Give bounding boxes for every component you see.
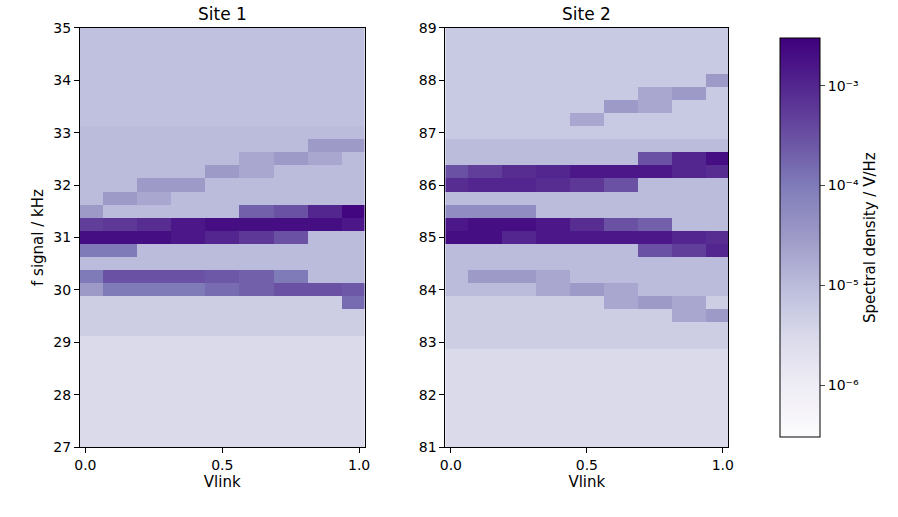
- svg-text:0.5: 0.5: [576, 457, 598, 473]
- svg-text:32: 32: [53, 177, 71, 193]
- svg-text:f signal / kHz: f signal / kHz: [29, 189, 47, 286]
- svg-text:83: 83: [419, 334, 437, 350]
- svg-text:81: 81: [419, 439, 437, 455]
- svg-text:Site 1: Site 1: [198, 4, 247, 24]
- svg-text:87: 87: [419, 125, 437, 141]
- svg-text:86: 86: [419, 177, 437, 193]
- svg-text:33: 33: [53, 125, 71, 141]
- svg-text:10⁻³: 10⁻³: [828, 78, 859, 94]
- svg-text:1.0: 1.0: [348, 457, 370, 473]
- svg-text:30: 30: [53, 282, 71, 298]
- svg-text:1.0: 1.0: [712, 457, 734, 473]
- svg-text:35: 35: [53, 20, 71, 36]
- svg-text:28: 28: [53, 387, 71, 403]
- svg-text:Vlink: Vlink: [204, 473, 241, 491]
- svg-text:85: 85: [419, 229, 437, 245]
- svg-text:82: 82: [419, 387, 437, 403]
- svg-text:0.0: 0.0: [74, 457, 96, 473]
- svg-text:10⁻⁶: 10⁻⁶: [828, 377, 859, 393]
- svg-text:Vlink: Vlink: [568, 473, 605, 491]
- svg-text:Spectral density / V/Hz: Spectral density / V/Hz: [861, 152, 879, 323]
- svg-text:29: 29: [53, 334, 71, 350]
- svg-text:27: 27: [53, 439, 71, 455]
- svg-text:34: 34: [53, 72, 71, 88]
- svg-text:0.5: 0.5: [211, 457, 233, 473]
- svg-text:88: 88: [419, 72, 437, 88]
- svg-text:0.0: 0.0: [440, 457, 462, 473]
- svg-text:10⁻⁵: 10⁻⁵: [828, 277, 859, 293]
- svg-text:31: 31: [53, 229, 71, 245]
- svg-text:84: 84: [419, 282, 437, 298]
- svg-text:89: 89: [419, 20, 437, 36]
- svg-text:Site 2: Site 2: [562, 4, 611, 24]
- svg-text:10⁻⁴: 10⁻⁴: [828, 177, 859, 193]
